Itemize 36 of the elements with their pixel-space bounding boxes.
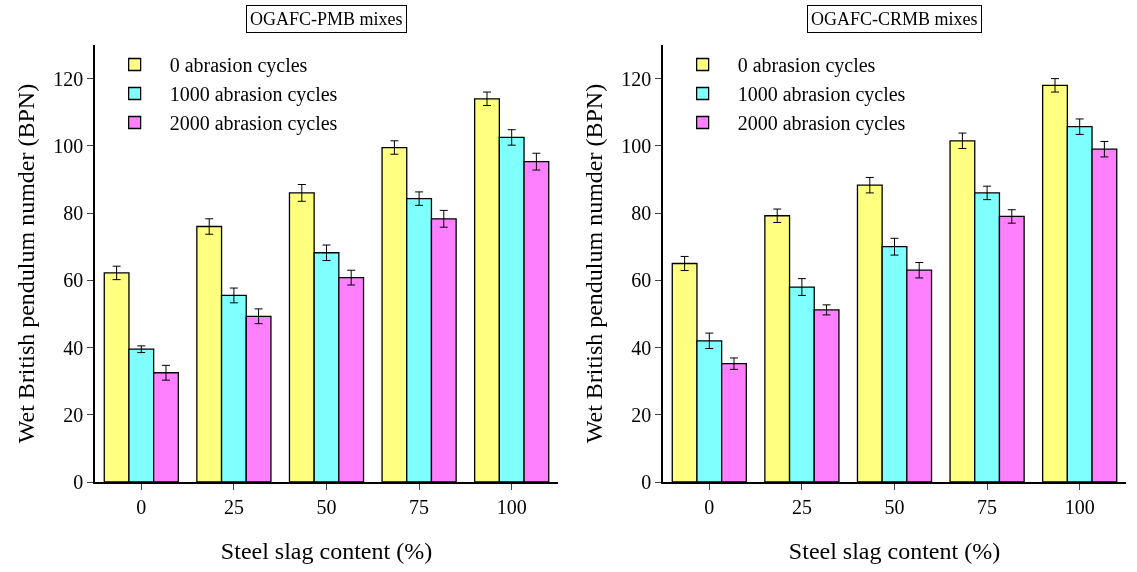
y-tick-label: 20 — [631, 403, 652, 426]
y-tick-label: 80 — [63, 202, 84, 225]
legend-label: 0 abrasion cycles — [737, 54, 876, 78]
y-tick-label: 100 — [621, 134, 652, 157]
y-tick-label: 40 — [631, 336, 652, 359]
legend-label: 0 abrasion cycles — [169, 54, 308, 78]
legend-label: 2000 abrasion cycles — [169, 112, 338, 136]
x-tick-label: 100 — [1064, 495, 1095, 518]
x-tick-label: 75 — [977, 495, 998, 518]
x-tick-label: 50 — [316, 495, 337, 518]
x-tick-label: 0 — [704, 495, 715, 518]
y-tick-label: 40 — [63, 336, 84, 359]
y-tick-label: 60 — [631, 269, 652, 292]
y-tick-label: 0 — [641, 471, 652, 493]
y-tick-label: 120 — [53, 67, 84, 90]
legend-label: 1000 abrasion cycles — [169, 83, 338, 107]
x-tick-label: 25 — [223, 495, 244, 518]
y-tick-label: 0 — [73, 471, 84, 493]
y-tick-label: 20 — [63, 403, 84, 426]
x-tick-label: 25 — [791, 495, 812, 518]
legend-label: 1000 abrasion cycles — [737, 83, 906, 107]
y-tick-label: 100 — [53, 134, 84, 157]
chart-title: OGAFC-PMB mixes — [250, 9, 403, 29]
y-tick-label: 80 — [631, 202, 652, 225]
x-tick-label: 50 — [884, 495, 905, 518]
x-tick-label: 100 — [496, 495, 527, 518]
x-axis-title: Steel slag content (%) — [220, 537, 433, 564]
y-tick-label: 120 — [621, 67, 652, 90]
x-tick-label: 75 — [409, 495, 430, 518]
y-axis-title: Wet British pendulum numder (BPN) — [12, 83, 39, 444]
x-axis-title: Steel slag content (%) — [788, 537, 1001, 564]
x-tick-label: 0 — [136, 495, 147, 518]
y-axis-title: Wet British pendulum numder (BPN) — [580, 83, 607, 444]
y-tick-label: 60 — [63, 269, 84, 292]
legend-label: 2000 abrasion cycles — [737, 112, 906, 136]
chart-title: OGAFC-CRMB mixes — [811, 9, 978, 29]
